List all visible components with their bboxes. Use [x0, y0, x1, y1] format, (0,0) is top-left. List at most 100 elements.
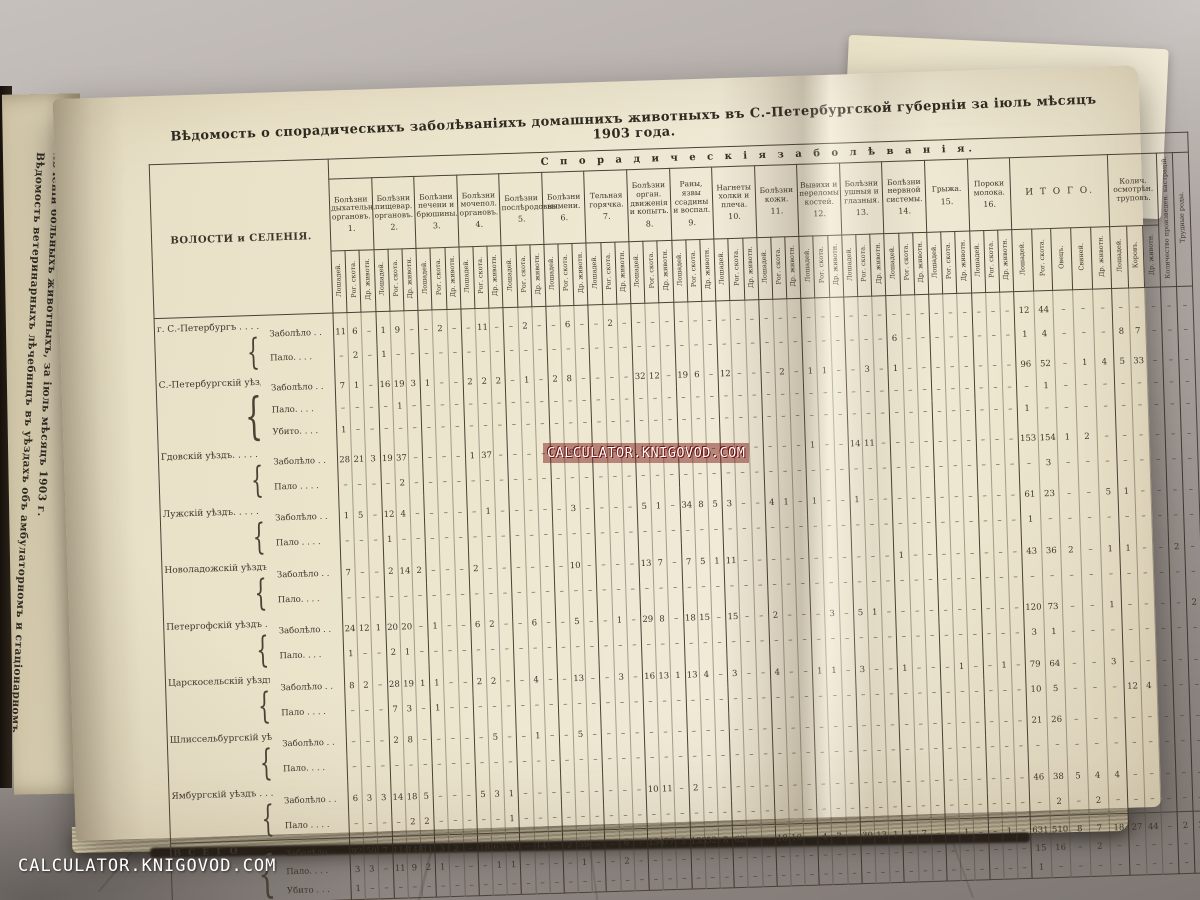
value-cell: –: [1190, 728, 1200, 755]
group-header-14: Болѣзни нервной системы. 14.: [881, 160, 927, 234]
value-cell: –: [425, 551, 441, 584]
value-cell: 11: [392, 859, 408, 879]
value-cell: –: [517, 749, 533, 776]
value-cell: –: [664, 462, 680, 489]
value-cell: –: [1141, 698, 1159, 731]
value-cell: –: [710, 574, 726, 600]
value-cell: –: [417, 752, 433, 779]
value-cell: –: [494, 467, 510, 494]
value-cell: 1: [650, 488, 666, 520]
value-cell: –: [666, 544, 682, 576]
value-cell: –: [455, 607, 472, 640]
value-cell: –: [886, 763, 902, 796]
value-cell: –: [980, 590, 996, 623]
value-cell: –: [1166, 471, 1184, 504]
district-name: Лужскій уѣздъ. . . . .{: [162, 506, 267, 558]
value-cell: –: [864, 512, 880, 539]
value-cell: –: [860, 380, 876, 404]
value-cell: –: [843, 296, 859, 330]
value-cell: –: [688, 333, 704, 359]
value-cell: 5: [695, 543, 711, 576]
value-cell: –: [595, 546, 612, 579]
value-cell: 2: [1060, 531, 1082, 564]
brace-glyph: {: [250, 460, 265, 502]
value-cell: –: [589, 336, 605, 362]
value-cell: –: [705, 868, 721, 889]
value-cell: 631: [1030, 815, 1051, 840]
value-cell: –: [1165, 446, 1183, 473]
value-cell: –: [1178, 853, 1195, 874]
value-cell: –: [946, 400, 962, 423]
value-cell: –: [379, 878, 395, 899]
value-cell: –: [759, 331, 775, 357]
value-cell: –: [1018, 451, 1040, 477]
value-cell: –: [1177, 318, 1195, 344]
value-cell: –: [908, 567, 924, 594]
value-cell: –: [609, 520, 625, 547]
value-cell: –: [591, 411, 607, 434]
value-cell: –: [437, 469, 453, 496]
value-cell: –: [714, 712, 730, 744]
value-cell: –: [1171, 616, 1188, 642]
value-cell: –: [870, 707, 886, 740]
value-cell: 1: [506, 855, 522, 876]
value-cell: –: [945, 378, 961, 401]
brace-glyph: {: [252, 516, 267, 558]
value-cell: –: [717, 800, 733, 826]
value-cell: –: [661, 387, 677, 410]
value-cell: –: [339, 529, 355, 555]
value-cell: –: [1164, 393, 1181, 416]
value-cell: –: [957, 760, 973, 794]
value-cell: –: [701, 301, 717, 334]
value-cell: –: [888, 379, 904, 403]
value-cell: 18: [404, 778, 420, 811]
value-cell: –: [472, 694, 488, 721]
value-cell: –: [988, 840, 1004, 861]
value-cell: 12: [646, 359, 662, 388]
value-cell: –: [874, 844, 890, 864]
value-cell: –: [800, 297, 817, 331]
value-cell: 34: [679, 487, 695, 520]
value-cell: –: [453, 525, 469, 552]
value-cell: –: [904, 423, 920, 456]
value-cell: –: [1110, 855, 1131, 876]
value-cell: –: [708, 517, 724, 544]
value-cell: –: [811, 627, 827, 653]
value-cell: 7: [652, 544, 668, 577]
value-cell: –: [898, 681, 914, 707]
value-cell: –: [790, 865, 806, 886]
value-cell: –: [960, 860, 976, 881]
status-label: Заболѣло . .: [283, 794, 337, 807]
value-cell: –: [804, 404, 820, 428]
value-cell: –: [338, 472, 354, 499]
value-cell: –: [1138, 617, 1156, 643]
value-cell: –: [362, 343, 378, 370]
value-cell: –: [719, 868, 735, 888]
value-cell: –: [648, 851, 663, 871]
value-cell: –: [496, 549, 512, 582]
value-cell: –: [771, 710, 787, 743]
value-cell: –: [813, 708, 830, 741]
value-cell: –: [944, 793, 960, 819]
value-cell: –: [944, 350, 960, 379]
value-cell: –: [378, 417, 394, 441]
value-cell: –: [1104, 674, 1125, 701]
value-cell: 38: [1048, 757, 1069, 791]
value-cell: –: [563, 412, 579, 435]
value-cell: –: [705, 407, 720, 431]
value-cell: 1: [670, 656, 686, 689]
value-cell: –: [923, 567, 938, 593]
value-cell: –: [519, 831, 535, 856]
value-cell: –: [731, 332, 747, 358]
value-cell: –: [552, 522, 568, 549]
value-cell: –: [648, 870, 664, 891]
value-cell: –: [971, 760, 987, 793]
value-cell: –: [969, 679, 985, 705]
value-cell: –: [920, 479, 936, 512]
value-cell: –: [532, 774, 548, 807]
district-name: Царскосельскій уѣздъ .{: [167, 675, 272, 728]
value-cell: –: [690, 386, 706, 409]
value-cell: –: [446, 309, 462, 342]
value-cell: –: [588, 747, 603, 774]
value-cell: –: [369, 584, 385, 611]
